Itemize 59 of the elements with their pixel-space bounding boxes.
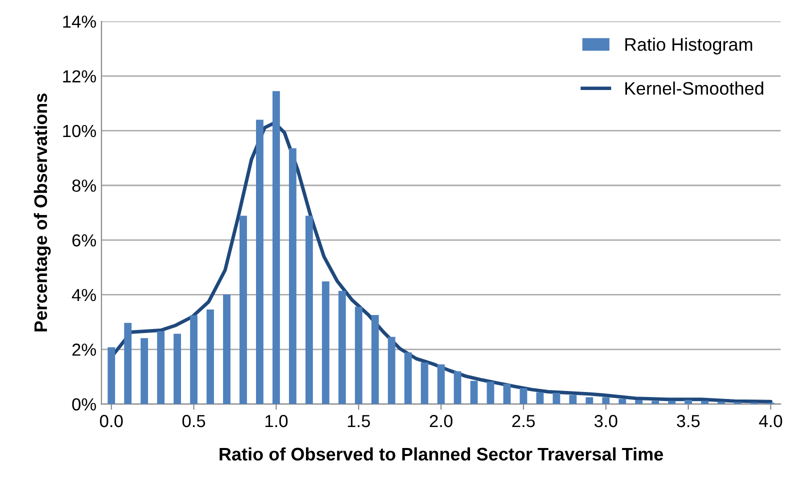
bar bbox=[420, 362, 428, 404]
bar bbox=[668, 400, 676, 404]
x-tick-label: 2.5 bbox=[512, 414, 535, 428]
bar bbox=[371, 314, 379, 404]
bar bbox=[256, 120, 264, 404]
x-tick-label: 4.0 bbox=[759, 414, 782, 428]
bar bbox=[157, 331, 165, 404]
bar bbox=[503, 384, 511, 404]
bar bbox=[635, 400, 643, 404]
bar bbox=[618, 398, 626, 404]
bar bbox=[470, 380, 478, 404]
bar bbox=[602, 397, 610, 404]
y-tick-label: 0% bbox=[72, 398, 96, 411]
bar bbox=[272, 91, 280, 404]
legend-label: Ratio Histogram bbox=[625, 38, 752, 54]
y-tick-label: 6% bbox=[72, 234, 96, 247]
bar bbox=[354, 306, 362, 404]
bar bbox=[437, 364, 445, 404]
y-tick-label: 8% bbox=[72, 180, 96, 192]
bar bbox=[190, 315, 198, 404]
y-tick-label: 4% bbox=[72, 288, 96, 302]
x-tick-label: 0.0 bbox=[100, 414, 123, 428]
x-tick-label: 3.5 bbox=[676, 414, 700, 428]
y-tick-label: 10% bbox=[63, 124, 96, 138]
bar bbox=[404, 352, 412, 404]
x-tick-label: 2.0 bbox=[430, 414, 452, 428]
bar bbox=[305, 216, 313, 404]
y-tick-label: 2% bbox=[72, 344, 96, 356]
bar bbox=[718, 402, 725, 404]
bar bbox=[552, 392, 560, 404]
bar bbox=[223, 294, 230, 404]
bar bbox=[454, 371, 462, 404]
x-axis-title: Ratio of Observed to Planned Sector Traversal Time bbox=[220, 447, 664, 461]
bar bbox=[140, 338, 148, 404]
bar bbox=[684, 400, 692, 404]
bar bbox=[586, 397, 594, 404]
bar bbox=[288, 148, 296, 404]
legend-label: Kernel-Smoothed bbox=[625, 82, 764, 95]
bar bbox=[486, 382, 494, 404]
bar bbox=[174, 334, 182, 404]
bar bbox=[322, 281, 330, 404]
bar bbox=[206, 309, 214, 404]
bar bbox=[338, 290, 346, 404]
x-tick-label: 1.5 bbox=[348, 415, 370, 428]
x-tick-label: 1.0 bbox=[265, 414, 288, 428]
bar bbox=[240, 216, 247, 404]
bar bbox=[536, 392, 544, 404]
bar bbox=[388, 336, 396, 404]
bar bbox=[124, 322, 132, 404]
bar bbox=[652, 400, 660, 404]
x-tick-label: 0.5 bbox=[182, 414, 206, 428]
bar bbox=[520, 388, 528, 404]
bar bbox=[569, 395, 577, 404]
y-axis-title: Percentage of Observations bbox=[34, 94, 51, 332]
y-tick-label: 12% bbox=[63, 70, 96, 82]
y-tick-label: 14% bbox=[63, 16, 96, 28]
bar bbox=[108, 347, 116, 404]
x-tick-label: 3.0 bbox=[594, 414, 618, 428]
bar bbox=[701, 400, 709, 404]
